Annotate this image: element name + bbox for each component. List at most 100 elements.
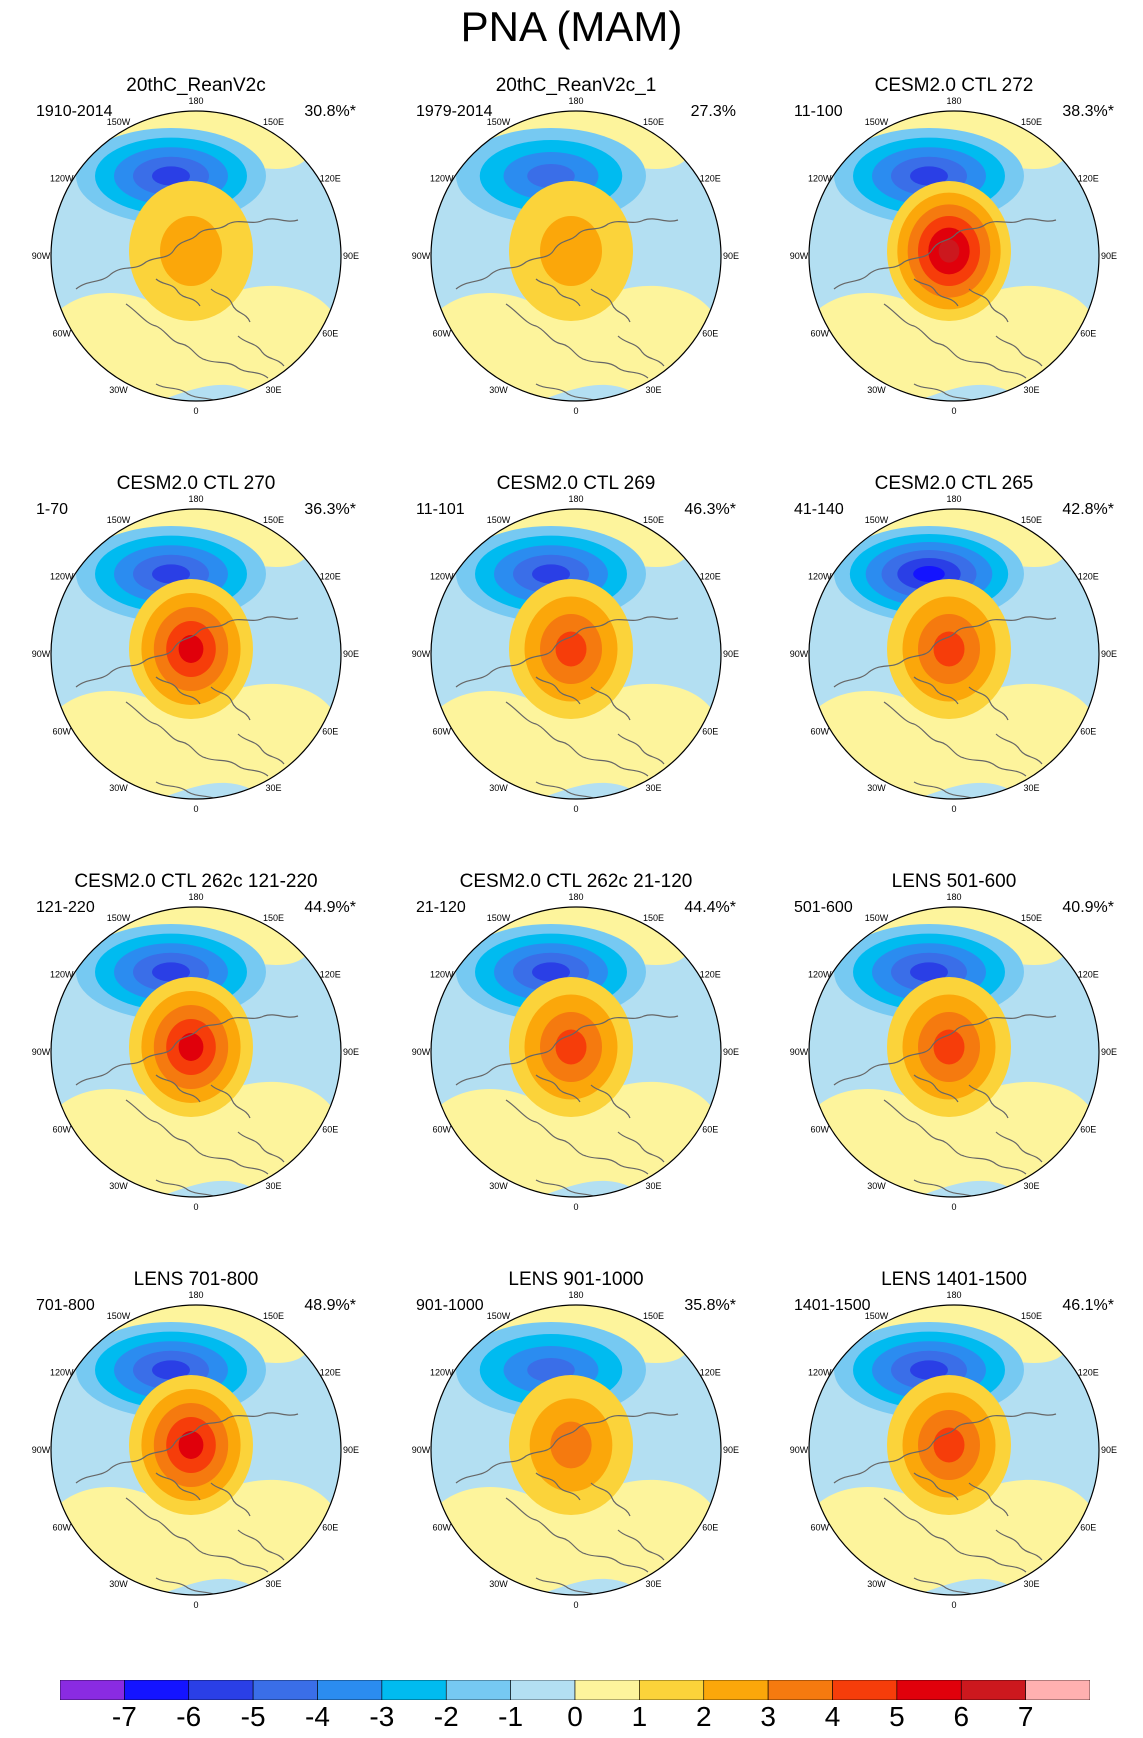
longitude-label: 150W [107, 117, 131, 127]
negative-contour [152, 1360, 190, 1380]
coastline [155, 676, 201, 705]
longitude-label: 0 [951, 406, 956, 416]
positive-contour [540, 216, 602, 286]
panel-variance-pct: 44.9%* [304, 899, 356, 916]
longitude-label: 150E [263, 117, 284, 127]
longitude-label: 30W [489, 1579, 508, 1589]
positive-band [809, 683, 1099, 799]
panel-title: CESM2.0 CTL 269 [496, 473, 656, 494]
map-field [809, 111, 1099, 401]
polar-map: 180 150E 120E 90E 60E 30E 0 30W 60W 90W 120W 150W [412, 892, 739, 1212]
longitude-label: 60E [322, 1125, 338, 1135]
longitude-label: 90E [1101, 1047, 1117, 1057]
colorbar-tick-label: 5 [889, 1701, 905, 1732]
coastline [205, 757, 269, 777]
panel-variance-pct: 38.3%* [1062, 103, 1114, 120]
panel-variance-pct: 30.8%* [304, 103, 356, 120]
longitude-label: 90E [723, 251, 739, 261]
panel-title: CESM2.0 CTL 262c 21-120 [459, 871, 693, 892]
map-boundary [50, 1304, 342, 1596]
longitude-label: 30E [1023, 1579, 1039, 1589]
positive-band [51, 683, 341, 799]
longitude-label: 60W [811, 1523, 830, 1533]
coastline [505, 701, 587, 759]
panel-title: 20thC_ReanV2c_1 [495, 75, 657, 96]
colorbar-tick-label: 3 [760, 1701, 776, 1732]
longitude-label: 60E [1080, 1125, 1096, 1135]
longitude-label: 150W [865, 1311, 889, 1321]
coastline [590, 1084, 631, 1119]
longitude-label: 150E [643, 117, 664, 127]
colorbar [60, 1680, 1090, 1700]
map-field [809, 509, 1099, 799]
map-boundary [808, 508, 1100, 800]
map-field [51, 509, 341, 799]
longitude-label: 150E [643, 913, 664, 923]
colorbar-tick-label: 2 [695, 1701, 712, 1732]
map-panel: 180 150E 120E 90E 60E 30E 0 30W 60W 90W 120W 150W L… [764, 1268, 1143, 1666]
longitude-label: 60E [702, 727, 718, 737]
longitude-label: 60E [702, 1125, 718, 1135]
longitude-label: 30E [265, 385, 281, 395]
longitude-label: 120E [700, 174, 721, 184]
negative-contour [532, 564, 570, 584]
polar-map: 180 150E 120E 90E 60E 30E 0 30W 60W 90W 120W 150W [32, 1290, 359, 1610]
colorbar-bin [510, 1680, 576, 1700]
positive-band [51, 1081, 341, 1197]
longitude-label: 0 [951, 1600, 956, 1610]
colorbar-tick-label: -5 [240, 1701, 266, 1732]
longitude-label: 60E [322, 329, 338, 339]
coastline [455, 1443, 555, 1484]
map-field [809, 1305, 1099, 1595]
coastline [205, 1553, 269, 1573]
colorbar-bin [832, 1680, 898, 1700]
map-boundary [430, 906, 722, 1198]
panel-years: 901-1000 [416, 1297, 484, 1314]
map-boundary [50, 906, 342, 1198]
coastline [237, 1131, 285, 1163]
panel-years: 1401-1500 [794, 1297, 871, 1314]
panel-years: 1910-2014 [36, 103, 113, 120]
positive-band [809, 1081, 1099, 1197]
longitude-label: 180 [946, 494, 961, 504]
coastline [833, 1045, 933, 1086]
longitude-label: 120E [700, 572, 721, 582]
coastline [968, 1084, 1009, 1119]
longitude-label: 60W [811, 1125, 830, 1135]
coastline [210, 1482, 251, 1517]
longitude-label: 180 [188, 494, 203, 504]
longitude-label: 120W [50, 572, 74, 582]
colorbar-bin [188, 1680, 254, 1700]
longitude-label: 120W [50, 970, 74, 980]
coastline [155, 278, 201, 307]
coastline [455, 647, 555, 688]
longitude-label: 90W [790, 251, 809, 261]
longitude-label: 150E [1021, 1311, 1042, 1321]
longitude-label: 120E [1078, 572, 1099, 582]
longitude-label: 150E [263, 515, 284, 525]
longitude-label: 0 [951, 804, 956, 814]
coastline [125, 303, 207, 361]
panel-variance-pct: 36.3%* [304, 501, 356, 518]
longitude-label: 90E [343, 649, 359, 659]
longitude-label: 0 [193, 804, 198, 814]
coastline [75, 249, 175, 290]
coastline [155, 1472, 201, 1501]
positive-contour [178, 1431, 204, 1459]
panel-variance-pct: 27.3% [690, 103, 736, 120]
longitude-label: 150W [865, 913, 889, 923]
longitude-label: 120E [320, 174, 341, 184]
longitude-label: 60E [1080, 1523, 1096, 1533]
longitude-label: 120E [1078, 174, 1099, 184]
map-boundary [50, 110, 342, 402]
longitude-label: 60E [702, 329, 718, 339]
longitude-label: 60W [433, 1125, 452, 1135]
coastline [505, 1099, 587, 1157]
longitude-label: 180 [946, 1290, 961, 1300]
colorbar-bin [124, 1680, 190, 1700]
longitude-label: 90W [412, 649, 431, 659]
longitude-label: 0 [573, 804, 578, 814]
longitude-label: 60E [702, 1523, 718, 1533]
coastline [585, 1155, 649, 1175]
colorbar-tick-label: -2 [433, 1701, 459, 1732]
